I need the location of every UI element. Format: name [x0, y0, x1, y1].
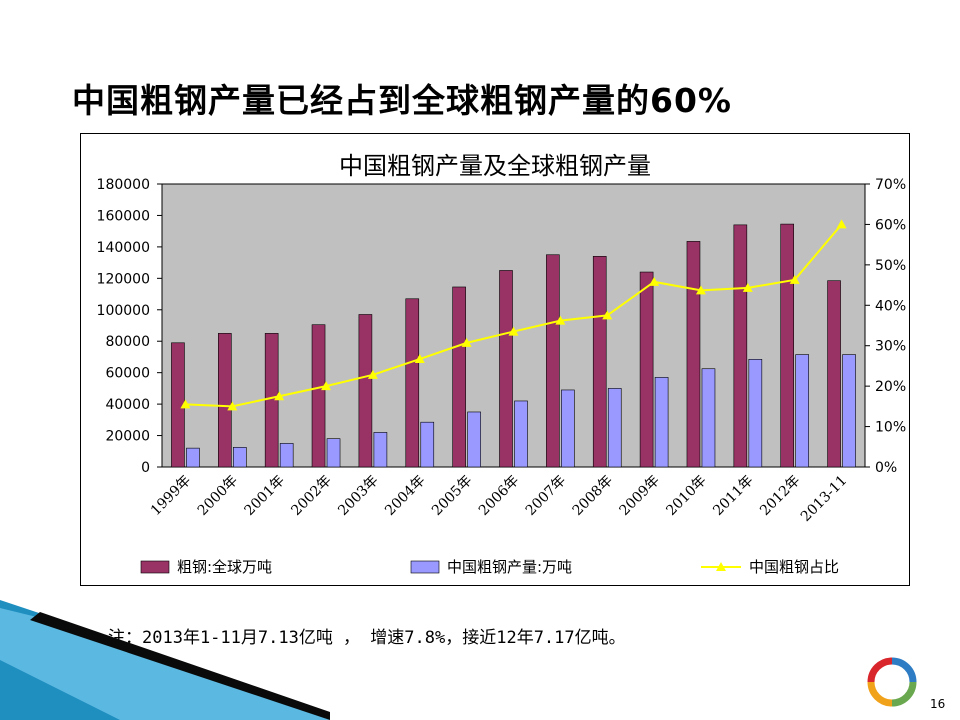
share-marker: [274, 391, 285, 401]
footnote: 注：2013年1-11月7.13亿吨 ， 增速7.8%，接近12年7.17亿吨。: [108, 628, 626, 648]
bar-china: [186, 447, 200, 468]
share-marker: [695, 285, 706, 295]
share-marker: [602, 310, 613, 320]
legend-label-world: 粗钢:全球万吨: [177, 558, 272, 576]
bar-world: [546, 254, 560, 468]
right-axis-label: 30%: [875, 339, 906, 355]
chart-title: 中国粗钢产量及全球粗钢产量: [339, 152, 651, 180]
bar-china: [233, 447, 247, 468]
x-axis-label: 2003年: [335, 473, 381, 519]
bar-world: [311, 324, 326, 468]
bar-world: [827, 280, 841, 468]
left-axis-label: 0: [141, 460, 150, 476]
bar-china: [701, 368, 716, 468]
right-axis-label: 0%: [875, 460, 897, 476]
x-axis-label: 2013-11: [798, 473, 850, 525]
x-axis-label: 2012年: [757, 473, 803, 519]
left-axis-label: 60000: [105, 366, 150, 382]
bar-china: [842, 354, 856, 468]
x-axis-label: 2002年: [288, 473, 334, 519]
share-marker: [180, 399, 191, 409]
right-axis-label: 10%: [875, 420, 906, 436]
slide-title: 中国粗钢产量已经占到全球粗钢产量的60%: [72, 81, 732, 120]
right-axis-label: 20%: [875, 379, 906, 395]
bar-china: [654, 377, 669, 468]
bar-world: [358, 314, 373, 468]
share-marker: [508, 326, 519, 336]
x-axis-label: 2004年: [382, 473, 428, 519]
share-marker: [649, 276, 660, 286]
bar-china: [514, 400, 528, 468]
chart-frame: 中国粗钢产量及全球粗钢产量 0 20000 40000 60000 80000 100000…: [80, 133, 910, 586]
bar-world: [686, 241, 701, 468]
left-axis-label: 100000: [97, 303, 150, 319]
bar-world: [780, 223, 795, 468]
share-marker: [321, 381, 332, 391]
bar-china: [748, 359, 763, 468]
bar-china: [607, 388, 622, 468]
x-axis-label: 2010年: [663, 473, 709, 519]
page-number: 16: [930, 697, 946, 711]
bar-world: [592, 256, 607, 468]
left-axis-label: 80000: [105, 334, 150, 350]
bar-world: [499, 270, 513, 468]
share-marker: [836, 219, 847, 229]
share-marker: [461, 337, 472, 347]
legend-label-share: 中国粗钢占比: [749, 558, 839, 576]
legend-marker-share: [716, 562, 726, 571]
bar-world: [733, 224, 748, 468]
plot-area: [161, 183, 866, 468]
bar-china: [279, 443, 294, 468]
share-marker: [227, 401, 238, 411]
legend-label-china: 中国粗钢产量:万吨: [447, 558, 572, 576]
right-axis-label: 50%: [875, 258, 906, 274]
x-axis-label: 2005年: [429, 473, 475, 519]
legend-swatch-world: [140, 560, 170, 574]
share-marker: [555, 315, 566, 325]
left-axis-label: 40000: [105, 397, 150, 413]
x-axis-label: 2011年: [710, 473, 756, 519]
left-axis-label: 180000: [97, 177, 150, 193]
decorative-swoosh: [0, 600, 330, 720]
left-axis-label: 120000: [97, 271, 150, 287]
bar-china: [373, 432, 388, 468]
bar-world: [639, 271, 654, 468]
right-axis-label: 40%: [875, 298, 906, 314]
x-axis-label: 2000年: [195, 473, 241, 519]
share-marker: [414, 354, 425, 364]
share-marker: [789, 274, 800, 284]
right-axis-label: 70%: [875, 177, 906, 193]
left-axis-label: 140000: [97, 240, 150, 256]
bar-world: [218, 333, 232, 468]
x-axis-label: 1999年: [148, 473, 194, 519]
left-axis-label: 20000: [105, 429, 150, 445]
x-axis-label: 2009年: [617, 473, 663, 519]
bar-china: [420, 421, 435, 468]
bar-china: [326, 438, 341, 468]
x-axis-label: 2008年: [570, 473, 616, 519]
bar-world: [452, 286, 466, 468]
logo-icon: [867, 657, 917, 707]
x-axis-label: 2007年: [523, 473, 569, 519]
bar-china: [561, 389, 575, 468]
legend-swatch-china: [410, 560, 440, 574]
share-marker: [367, 369, 378, 379]
right-axis-label: 60%: [875, 217, 906, 233]
bar-world: [405, 298, 420, 468]
bar-china: [795, 354, 810, 468]
chart-svg: 中国粗钢产量及全球粗钢产量 0 20000 40000 60000 80000 100000…: [97, 152, 907, 576]
bar-china: [467, 411, 481, 468]
x-axis-label: 2001年: [242, 473, 288, 519]
share-marker: [742, 282, 753, 292]
left-axis-label: 160000: [97, 208, 150, 224]
x-axis-label: 2006年: [476, 473, 522, 519]
